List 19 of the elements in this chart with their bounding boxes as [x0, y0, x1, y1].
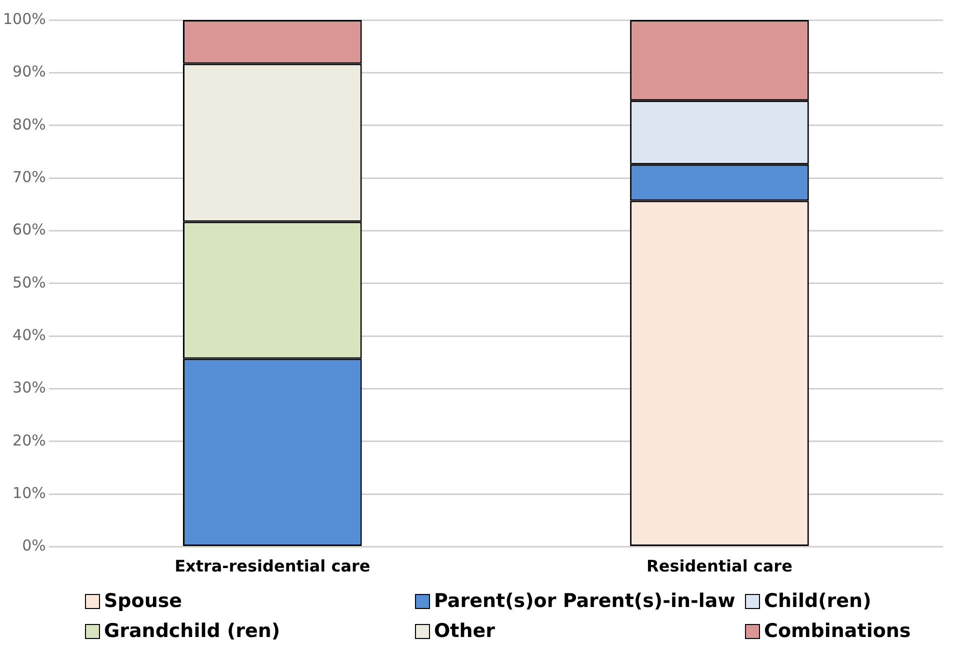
legend-label: Other: [434, 620, 496, 642]
y-tick-label: 70%: [12, 168, 46, 186]
legend-label: Grandchild (ren): [104, 620, 280, 642]
legend-label: Parent(s)or Parent(s)-in-law: [434, 590, 736, 612]
y-tick-label: 60%: [12, 220, 46, 239]
x-tick-label: Residential care: [646, 556, 793, 576]
y-tick-label: 10%: [12, 484, 46, 502]
y-tick-label: 0%: [22, 536, 46, 555]
y-tick-label: 50%: [12, 273, 46, 292]
y-tick-label: 90%: [12, 62, 46, 81]
legend-label: Combinations: [764, 620, 911, 642]
y-tick-label: 80%: [12, 115, 46, 134]
x-tick-label: Extra-residential care: [174, 556, 370, 576]
legend-label: Child(ren): [764, 590, 872, 612]
y-tick-label: 100%: [2, 10, 46, 28]
y-tick-label: 20%: [12, 431, 46, 450]
y-tick-label: 40%: [12, 326, 46, 344]
legend-label: Spouse: [104, 590, 182, 612]
y-tick-label: 30%: [12, 378, 46, 397]
